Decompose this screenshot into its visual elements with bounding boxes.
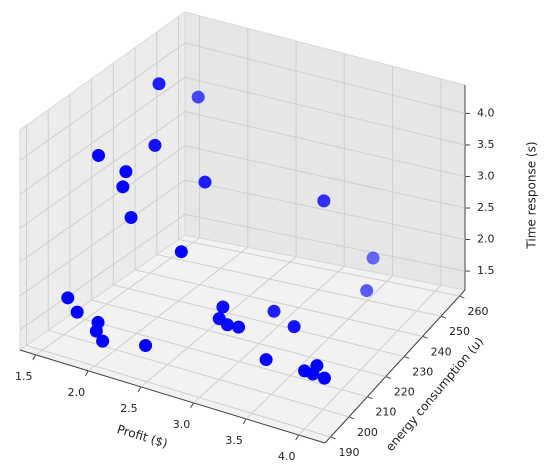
y-tick [404,355,410,359]
z-axis-label: Time response (s) [525,141,539,249]
point [216,300,230,314]
x-tick-label: 4.0 [278,450,296,463]
y-tick [348,416,355,420]
y-tick-label: 260 [467,305,488,318]
grid-line [19,179,186,297]
point [306,367,320,381]
y-tick [440,315,447,319]
y-tick [367,396,373,400]
point [287,320,301,334]
grid-line [19,214,186,331]
point [92,148,106,162]
y-tick [330,436,336,440]
grid-line [91,299,386,378]
point [259,353,273,367]
point [89,324,103,338]
grid [19,15,470,444]
y-tick [385,376,391,380]
grid-line [184,76,466,146]
y-tick-label: 210 [375,406,396,419]
point [317,194,331,208]
grid-line [88,246,249,372]
x-tick [295,434,300,441]
y-tick-label: 200 [357,426,378,439]
grid-line [156,254,442,317]
grid-line [69,314,368,398]
point [267,304,281,318]
grid-line [298,284,442,436]
grid-line [26,344,331,438]
grid-line [184,145,466,209]
point [119,165,133,179]
y-tick [459,295,465,299]
z-tick-label: 3.0 [477,169,495,182]
y-tick-label: 190 [339,446,360,459]
y-tick [422,335,428,339]
grid-line [184,213,466,272]
point [96,334,110,348]
y-tick-label: 230 [412,365,433,378]
point [152,77,166,91]
point [174,245,188,259]
y-tick-label: 240 [431,345,452,358]
z-tick-label: 2.5 [477,201,495,214]
grid-line [193,265,345,404]
x-axis-label: Profit ($) [115,422,169,451]
point [366,251,380,265]
z-tick-label: 4.0 [477,106,495,119]
x-tick [190,402,194,409]
x-tick [84,370,89,377]
y-tick-label: 250 [449,325,470,338]
grid-line [19,111,186,229]
point [116,180,130,194]
point [198,175,212,189]
z-tick-label: 3.5 [477,138,495,151]
grid-line [245,275,393,420]
axis-line [324,289,466,444]
y-tick-label: 220 [394,386,415,399]
grid-line [178,239,460,297]
x-tick-label: 3.5 [225,434,243,447]
x-tick-label: 3.0 [173,418,191,431]
point [191,90,205,104]
point [360,284,374,298]
x-tick-label: 2.0 [68,386,86,399]
x-tick-label: 1.5 [15,370,33,383]
grid-line [113,284,405,357]
x-tick [137,386,142,393]
point [139,339,153,353]
z-tick-label: 1.5 [477,264,495,277]
axis-line [19,349,326,444]
point [317,371,331,385]
point [124,211,138,225]
point [70,305,84,319]
grid-line [184,42,466,114]
grid-line [35,237,200,356]
grid-line [184,179,466,241]
points [61,77,380,385]
z-tick-label: 2.0 [477,233,495,246]
grid-line [184,111,466,177]
grid-line [19,42,186,161]
x-tick [242,418,247,425]
grid-line [134,269,423,337]
point [148,138,162,152]
point [220,318,234,332]
grid-line [19,76,186,195]
panes [18,11,466,444]
point [232,320,246,334]
point [61,291,75,305]
x-tick [32,354,37,361]
grid-line [19,145,186,263]
x-tick-label: 2.5 [120,402,138,415]
